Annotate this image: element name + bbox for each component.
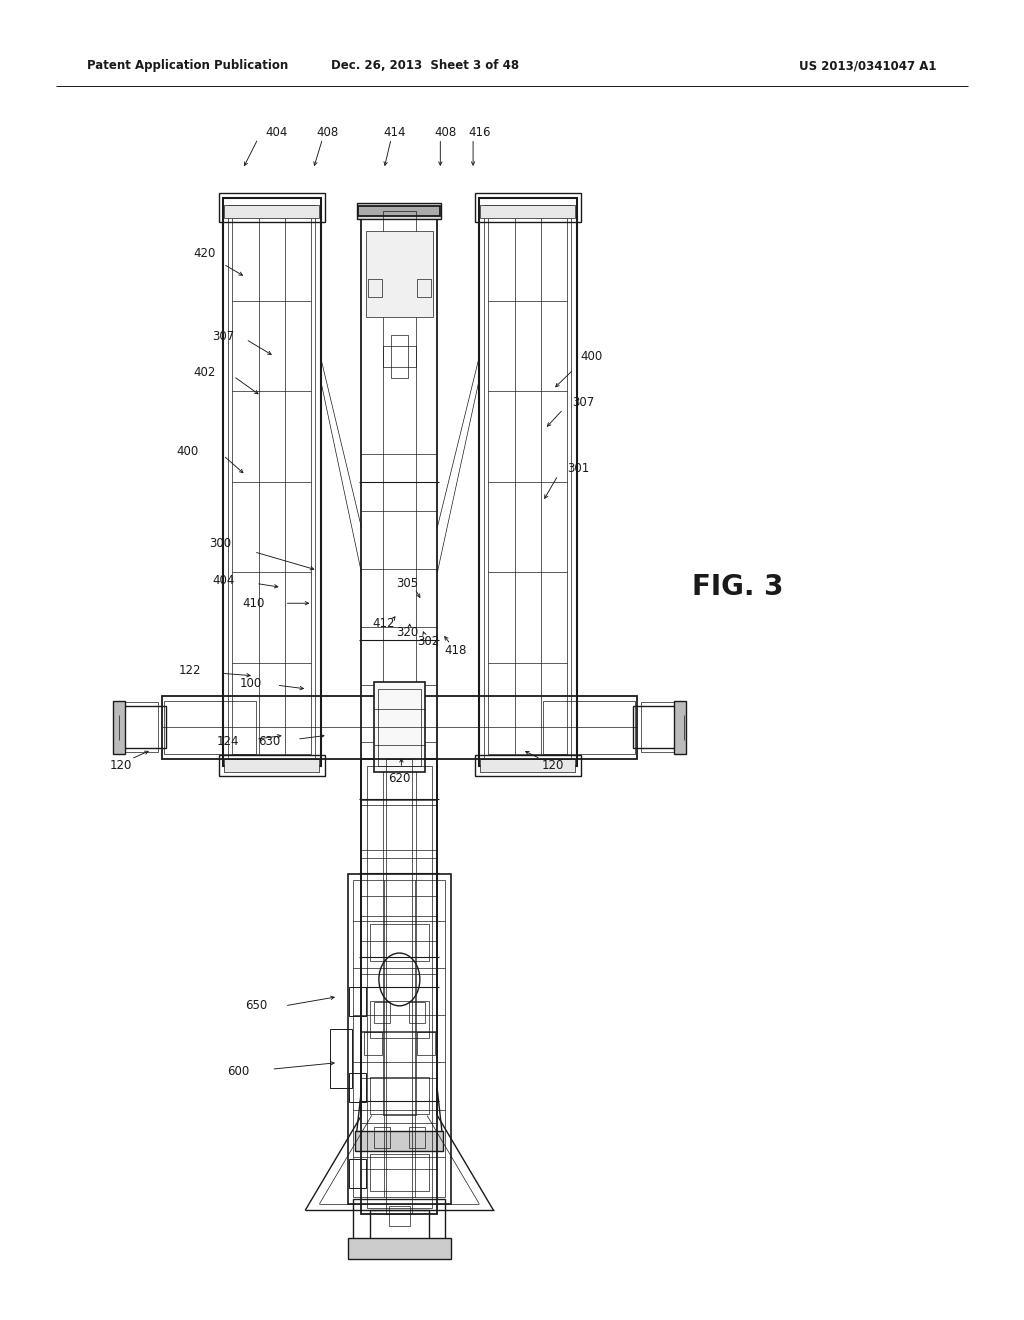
Text: 630: 630 <box>258 735 281 748</box>
Bar <box>641 702 674 752</box>
Bar <box>113 701 125 754</box>
Text: 320: 320 <box>396 626 419 639</box>
Text: 412: 412 <box>373 616 395 630</box>
Bar <box>223 198 321 766</box>
Bar <box>348 874 451 1204</box>
Text: Dec. 26, 2013  Sheet 3 of 48: Dec. 26, 2013 Sheet 3 of 48 <box>331 59 519 73</box>
Text: 650: 650 <box>245 999 267 1012</box>
Bar <box>353 880 445 1197</box>
Bar <box>475 755 581 776</box>
Bar <box>389 1206 410 1226</box>
Text: 120: 120 <box>110 759 132 772</box>
Bar <box>367 766 432 1208</box>
Bar <box>232 210 311 754</box>
Text: 404: 404 <box>212 574 234 587</box>
Bar <box>488 210 567 754</box>
Text: 402: 402 <box>194 366 216 379</box>
Bar <box>409 1002 425 1023</box>
Bar <box>378 689 421 766</box>
Bar <box>386 759 413 1214</box>
Bar <box>543 701 635 754</box>
Text: 600: 600 <box>227 1065 250 1078</box>
Bar <box>219 755 325 776</box>
Text: 122: 122 <box>178 664 201 677</box>
Bar <box>383 211 416 1115</box>
Bar <box>370 1001 429 1038</box>
Bar <box>228 205 315 759</box>
Bar <box>355 1131 443 1151</box>
Bar <box>374 1002 390 1023</box>
Text: 307: 307 <box>572 396 595 409</box>
Bar <box>121 706 166 748</box>
Bar <box>370 1210 429 1239</box>
Bar <box>368 279 382 297</box>
Bar <box>374 682 425 772</box>
Bar <box>348 1238 451 1259</box>
Bar <box>358 206 440 216</box>
Text: 416: 416 <box>468 125 490 139</box>
Bar <box>162 696 637 759</box>
Text: Patent Application Publication: Patent Application Publication <box>87 59 289 73</box>
Text: US 2013/0341047 A1: US 2013/0341047 A1 <box>800 59 937 73</box>
Bar <box>674 701 686 754</box>
Text: 305: 305 <box>396 577 419 590</box>
Bar <box>370 1077 429 1114</box>
Bar <box>484 205 571 759</box>
Text: 301: 301 <box>567 462 590 475</box>
Bar <box>125 702 158 752</box>
Bar <box>361 759 437 1214</box>
Text: 100: 100 <box>240 677 262 690</box>
Bar <box>164 701 256 754</box>
Bar <box>391 335 408 378</box>
Bar <box>633 706 678 748</box>
Bar <box>353 1199 445 1243</box>
Bar <box>475 193 581 222</box>
Text: 307: 307 <box>212 330 234 343</box>
Bar <box>219 193 325 222</box>
Bar <box>370 1154 429 1191</box>
Text: 400: 400 <box>581 350 603 363</box>
Text: 302: 302 <box>417 635 439 648</box>
Text: 414: 414 <box>383 125 406 139</box>
Bar <box>417 1032 435 1056</box>
Text: 410: 410 <box>243 597 265 610</box>
Bar <box>479 198 577 766</box>
Bar <box>349 987 366 1016</box>
Bar <box>374 1127 390 1148</box>
Bar <box>330 1030 352 1088</box>
Bar <box>364 1032 382 1056</box>
Text: 404: 404 <box>265 125 288 139</box>
Bar <box>480 205 575 218</box>
Bar <box>357 203 441 219</box>
Text: FIG. 3: FIG. 3 <box>691 573 783 602</box>
Bar <box>383 346 416 367</box>
Text: 420: 420 <box>194 247 216 260</box>
Bar <box>224 759 319 772</box>
Bar <box>370 924 429 961</box>
Bar <box>224 205 319 218</box>
Text: 408: 408 <box>316 125 339 139</box>
Text: 124: 124 <box>217 735 240 748</box>
Text: 400: 400 <box>176 445 199 458</box>
Bar <box>480 759 575 772</box>
Text: 120: 120 <box>542 759 564 772</box>
Bar <box>366 231 433 317</box>
Text: 300: 300 <box>209 537 231 550</box>
Text: 620: 620 <box>388 772 411 785</box>
Text: 408: 408 <box>434 125 457 139</box>
Bar <box>409 1127 425 1148</box>
Text: 418: 418 <box>444 644 467 657</box>
Bar <box>349 1073 366 1102</box>
Bar <box>349 1159 366 1188</box>
Bar <box>417 279 431 297</box>
